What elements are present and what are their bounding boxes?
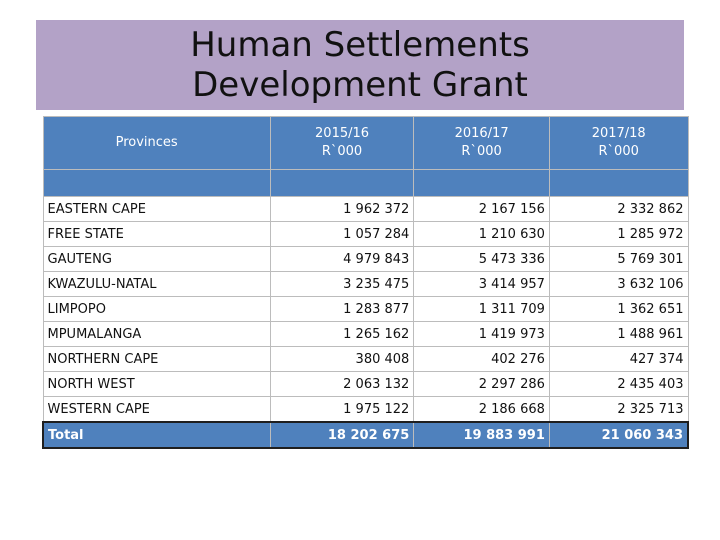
province-name: GAUTENG [42, 246, 271, 272]
grant-table: Provinces 2015/16 R`000 2016/17 R`000 2017… [42, 116, 689, 449]
grant-value: 1 210 630 [413, 221, 550, 247]
header-year-2016: 2016/17 R`000 [413, 116, 550, 170]
table-row: NORTHERN CAPE 380 408 402 276 427 374 [42, 346, 689, 372]
header-unit-label: R`000 [461, 144, 502, 159]
spacer-cell [413, 169, 550, 197]
grant-value: 402 276 [413, 346, 550, 372]
province-name: MPUMALANGA [42, 321, 271, 347]
grant-value: 2 186 668 [413, 396, 550, 423]
grant-value: 1 311 709 [413, 296, 550, 322]
total-row: Total 18 202 675 19 883 991 21 060 343 [42, 421, 689, 449]
grant-value: 1 362 651 [548, 296, 689, 322]
grant-value: 1 057 284 [269, 221, 415, 247]
header-year-2015: 2015/16 R`000 [269, 116, 415, 170]
table-row: KWAZULU-NATAL 3 235 475 3 414 957 3 632 106 [42, 271, 689, 297]
province-name: LIMPOPO [42, 296, 271, 322]
table-body: EASTERN CAPE 1 962 372 2 167 156 2 332 862 F… [42, 196, 689, 423]
province-name: KWAZULU-NATAL [42, 271, 271, 297]
grant-value: 2 332 862 [548, 196, 689, 222]
province-name: WESTERN CAPE [42, 396, 271, 423]
grant-value: 1 283 877 [269, 296, 415, 322]
grant-value: 1 488 961 [548, 321, 689, 347]
header-unit-label: R`000 [598, 144, 639, 159]
grant-value: 2 063 132 [269, 371, 415, 397]
grant-value: 5 473 336 [413, 246, 550, 272]
total-value: 21 060 343 [548, 421, 689, 449]
grant-value: 3 414 957 [413, 271, 550, 297]
grant-value: 1 285 972 [548, 221, 689, 247]
total-value: 19 883 991 [413, 421, 550, 449]
spacer-cell [42, 169, 271, 197]
slide-title: Human Settlements Development Grant [190, 25, 530, 105]
grant-value: 4 979 843 [269, 246, 415, 272]
header-year-2017: 2017/18 R`000 [548, 116, 689, 170]
table-row: MPUMALANGA 1 265 162 1 419 973 1 488 961 [42, 321, 689, 347]
spacer-cell [269, 169, 415, 197]
total-label: Total [42, 421, 271, 449]
grant-value: 1 419 973 [413, 321, 550, 347]
spacer-cell [548, 169, 689, 197]
header-provinces: Provinces [42, 116, 271, 170]
grant-value: 1 962 372 [269, 196, 415, 222]
table-row: EASTERN CAPE 1 962 372 2 167 156 2 332 862 [42, 196, 689, 222]
header-year-label: 2016/17 [454, 126, 509, 141]
province-name: EASTERN CAPE [42, 196, 271, 222]
grant-value: 2 325 713 [548, 396, 689, 423]
table-row: LIMPOPO 1 283 877 1 311 709 1 362 651 [42, 296, 689, 322]
grant-value: 2 435 403 [548, 371, 689, 397]
grant-value: 3 632 106 [548, 271, 689, 297]
slide-title-box: Human Settlements Development Grant [36, 20, 684, 110]
province-name: NORTH WEST [42, 371, 271, 397]
total-value: 18 202 675 [269, 421, 415, 449]
header-row: Provinces 2015/16 R`000 2016/17 R`000 2017… [42, 116, 689, 170]
province-name: FREE STATE [42, 221, 271, 247]
grant-value: 427 374 [548, 346, 689, 372]
header-year-label: 2017/18 [591, 126, 646, 141]
province-name: NORTHERN CAPE [42, 346, 271, 372]
grant-value: 1 975 122 [269, 396, 415, 423]
grant-value: 5 769 301 [548, 246, 689, 272]
grant-value: 2 167 156 [413, 196, 550, 222]
table-row: GAUTENG 4 979 843 5 473 336 5 769 301 [42, 246, 689, 272]
header-year-label: 2015/16 [315, 126, 370, 141]
grant-value: 380 408 [269, 346, 415, 372]
grant-value: 3 235 475 [269, 271, 415, 297]
table-row: WESTERN CAPE 1 975 122 2 186 668 2 325 713 [42, 396, 689, 423]
grant-value: 1 265 162 [269, 321, 415, 347]
table-row: FREE STATE 1 057 284 1 210 630 1 285 972 [42, 221, 689, 247]
table-row: NORTH WEST 2 063 132 2 297 286 2 435 403 [42, 371, 689, 397]
header-spacer-row [42, 169, 689, 197]
grant-value: 2 297 286 [413, 371, 550, 397]
header-unit-label: R`000 [321, 144, 363, 159]
